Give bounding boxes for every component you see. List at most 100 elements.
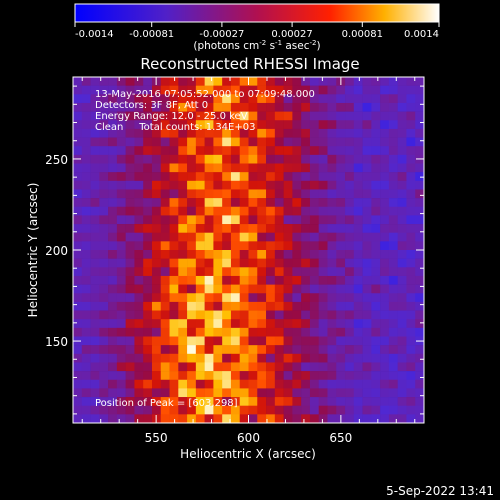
colorbar (74, 3, 440, 23)
heatmap-cell (283, 128, 293, 138)
heatmap-cell (266, 206, 276, 216)
heatmap-cell (222, 345, 232, 355)
heatmap-cell (274, 414, 284, 424)
heatmap-cell (257, 371, 267, 381)
heatmap-cell (151, 327, 162, 337)
heatmap-cell (230, 319, 241, 329)
heatmap-cell (230, 345, 241, 355)
heatmap-cell (134, 198, 144, 208)
heatmap-cell (90, 397, 100, 406)
heatmap-cell (274, 206, 284, 216)
heatmap-cell (204, 137, 214, 147)
heatmap-cell (353, 206, 363, 216)
heatmap-cell (345, 397, 355, 406)
heatmap-cell (143, 146, 153, 156)
heatmap-cell (99, 154, 109, 164)
heatmap-cell (266, 267, 276, 277)
heatmap-cell (388, 215, 398, 225)
heatmap-cell (116, 293, 126, 303)
heatmap-cell (213, 327, 223, 337)
heatmap-cell (345, 77, 355, 86)
heatmap-cell (353, 397, 363, 406)
heatmap-cell (169, 120, 179, 130)
heatmap-cell (362, 301, 372, 311)
heatmap-cell (388, 414, 398, 424)
heatmap-cell (239, 353, 249, 363)
heatmap-cell (169, 414, 179, 424)
heatmap-cell (81, 198, 91, 208)
heatmap-cell (143, 414, 153, 424)
heatmap-cell (266, 111, 276, 121)
heatmap-cell (222, 275, 232, 285)
heatmap-cell (230, 379, 241, 389)
heatmap-cell (116, 284, 126, 294)
heatmap-cell (160, 397, 170, 406)
heatmap-cell (187, 128, 197, 138)
heatmap-cell (309, 111, 320, 121)
heatmap-cell (380, 327, 390, 337)
heatmap-cell (371, 102, 381, 112)
heatmap-cell (239, 258, 249, 268)
heatmap-cell (204, 128, 214, 138)
heatmap-cell (81, 275, 91, 285)
colorbar-tick-label: -0.00081 (129, 29, 174, 40)
heatmap-cell (108, 362, 118, 372)
heatmap-cell (371, 388, 381, 398)
heatmap-cell (178, 128, 188, 138)
heatmap-cell (327, 345, 337, 355)
heatmap-cell (230, 163, 241, 173)
heatmap-cell (248, 353, 258, 363)
heatmap-cell (380, 371, 390, 381)
heatmap-cell (108, 275, 118, 285)
heatmap-cell (169, 189, 179, 199)
heatmap-cell (380, 284, 390, 294)
heatmap-cell (116, 258, 126, 268)
heatmap-cell (336, 267, 346, 277)
heatmap-cell (283, 275, 293, 285)
heatmap-cell (99, 77, 109, 86)
heatmap-cell (204, 405, 214, 415)
heatmap-cell (169, 128, 179, 138)
heatmap-cell (178, 94, 188, 104)
heatmap-cell (266, 85, 276, 95)
heatmap-cell (178, 293, 188, 303)
heatmap-cell (336, 94, 346, 104)
heatmap-cell (397, 258, 407, 268)
heatmap-cell (274, 120, 284, 130)
heatmap-cell (327, 258, 337, 268)
heatmap-cell (397, 137, 407, 147)
heatmap-cell (90, 258, 100, 268)
heatmap-cell (336, 189, 346, 199)
heatmap-cell (204, 215, 214, 225)
heatmap-cell (239, 154, 249, 164)
heatmap-cell (274, 94, 284, 104)
heatmap-cell (345, 154, 355, 164)
heatmap-cell (151, 293, 162, 303)
heatmap-cell (371, 198, 381, 208)
heatmap-cell (318, 267, 328, 277)
heatmap-cell (239, 405, 249, 415)
heatmap-cell (90, 154, 100, 164)
heatmap-cell (99, 405, 109, 415)
heatmap-cell (353, 189, 363, 199)
heatmap-cell (406, 232, 416, 242)
heatmap-cell (90, 189, 100, 199)
heatmap-cell (283, 241, 293, 251)
heatmap-cell (230, 94, 241, 104)
heatmap-cell (274, 189, 284, 199)
heatmap-cell (371, 206, 381, 216)
heatmap-cell (151, 163, 162, 173)
heatmap-cell (195, 267, 205, 277)
heatmap-cell (178, 379, 188, 389)
heatmap-cell (327, 371, 337, 381)
heatmap-cell (143, 77, 153, 86)
heatmap-cell (160, 94, 170, 104)
heatmap-cell (81, 405, 91, 415)
heatmap-cell (169, 232, 179, 242)
heatmap-cell (116, 388, 126, 398)
heatmap-cell (81, 232, 91, 242)
heatmap-cell (151, 353, 162, 363)
heatmap-cell (248, 258, 258, 268)
heatmap-cell (143, 267, 153, 277)
heatmap-cell (301, 85, 311, 95)
